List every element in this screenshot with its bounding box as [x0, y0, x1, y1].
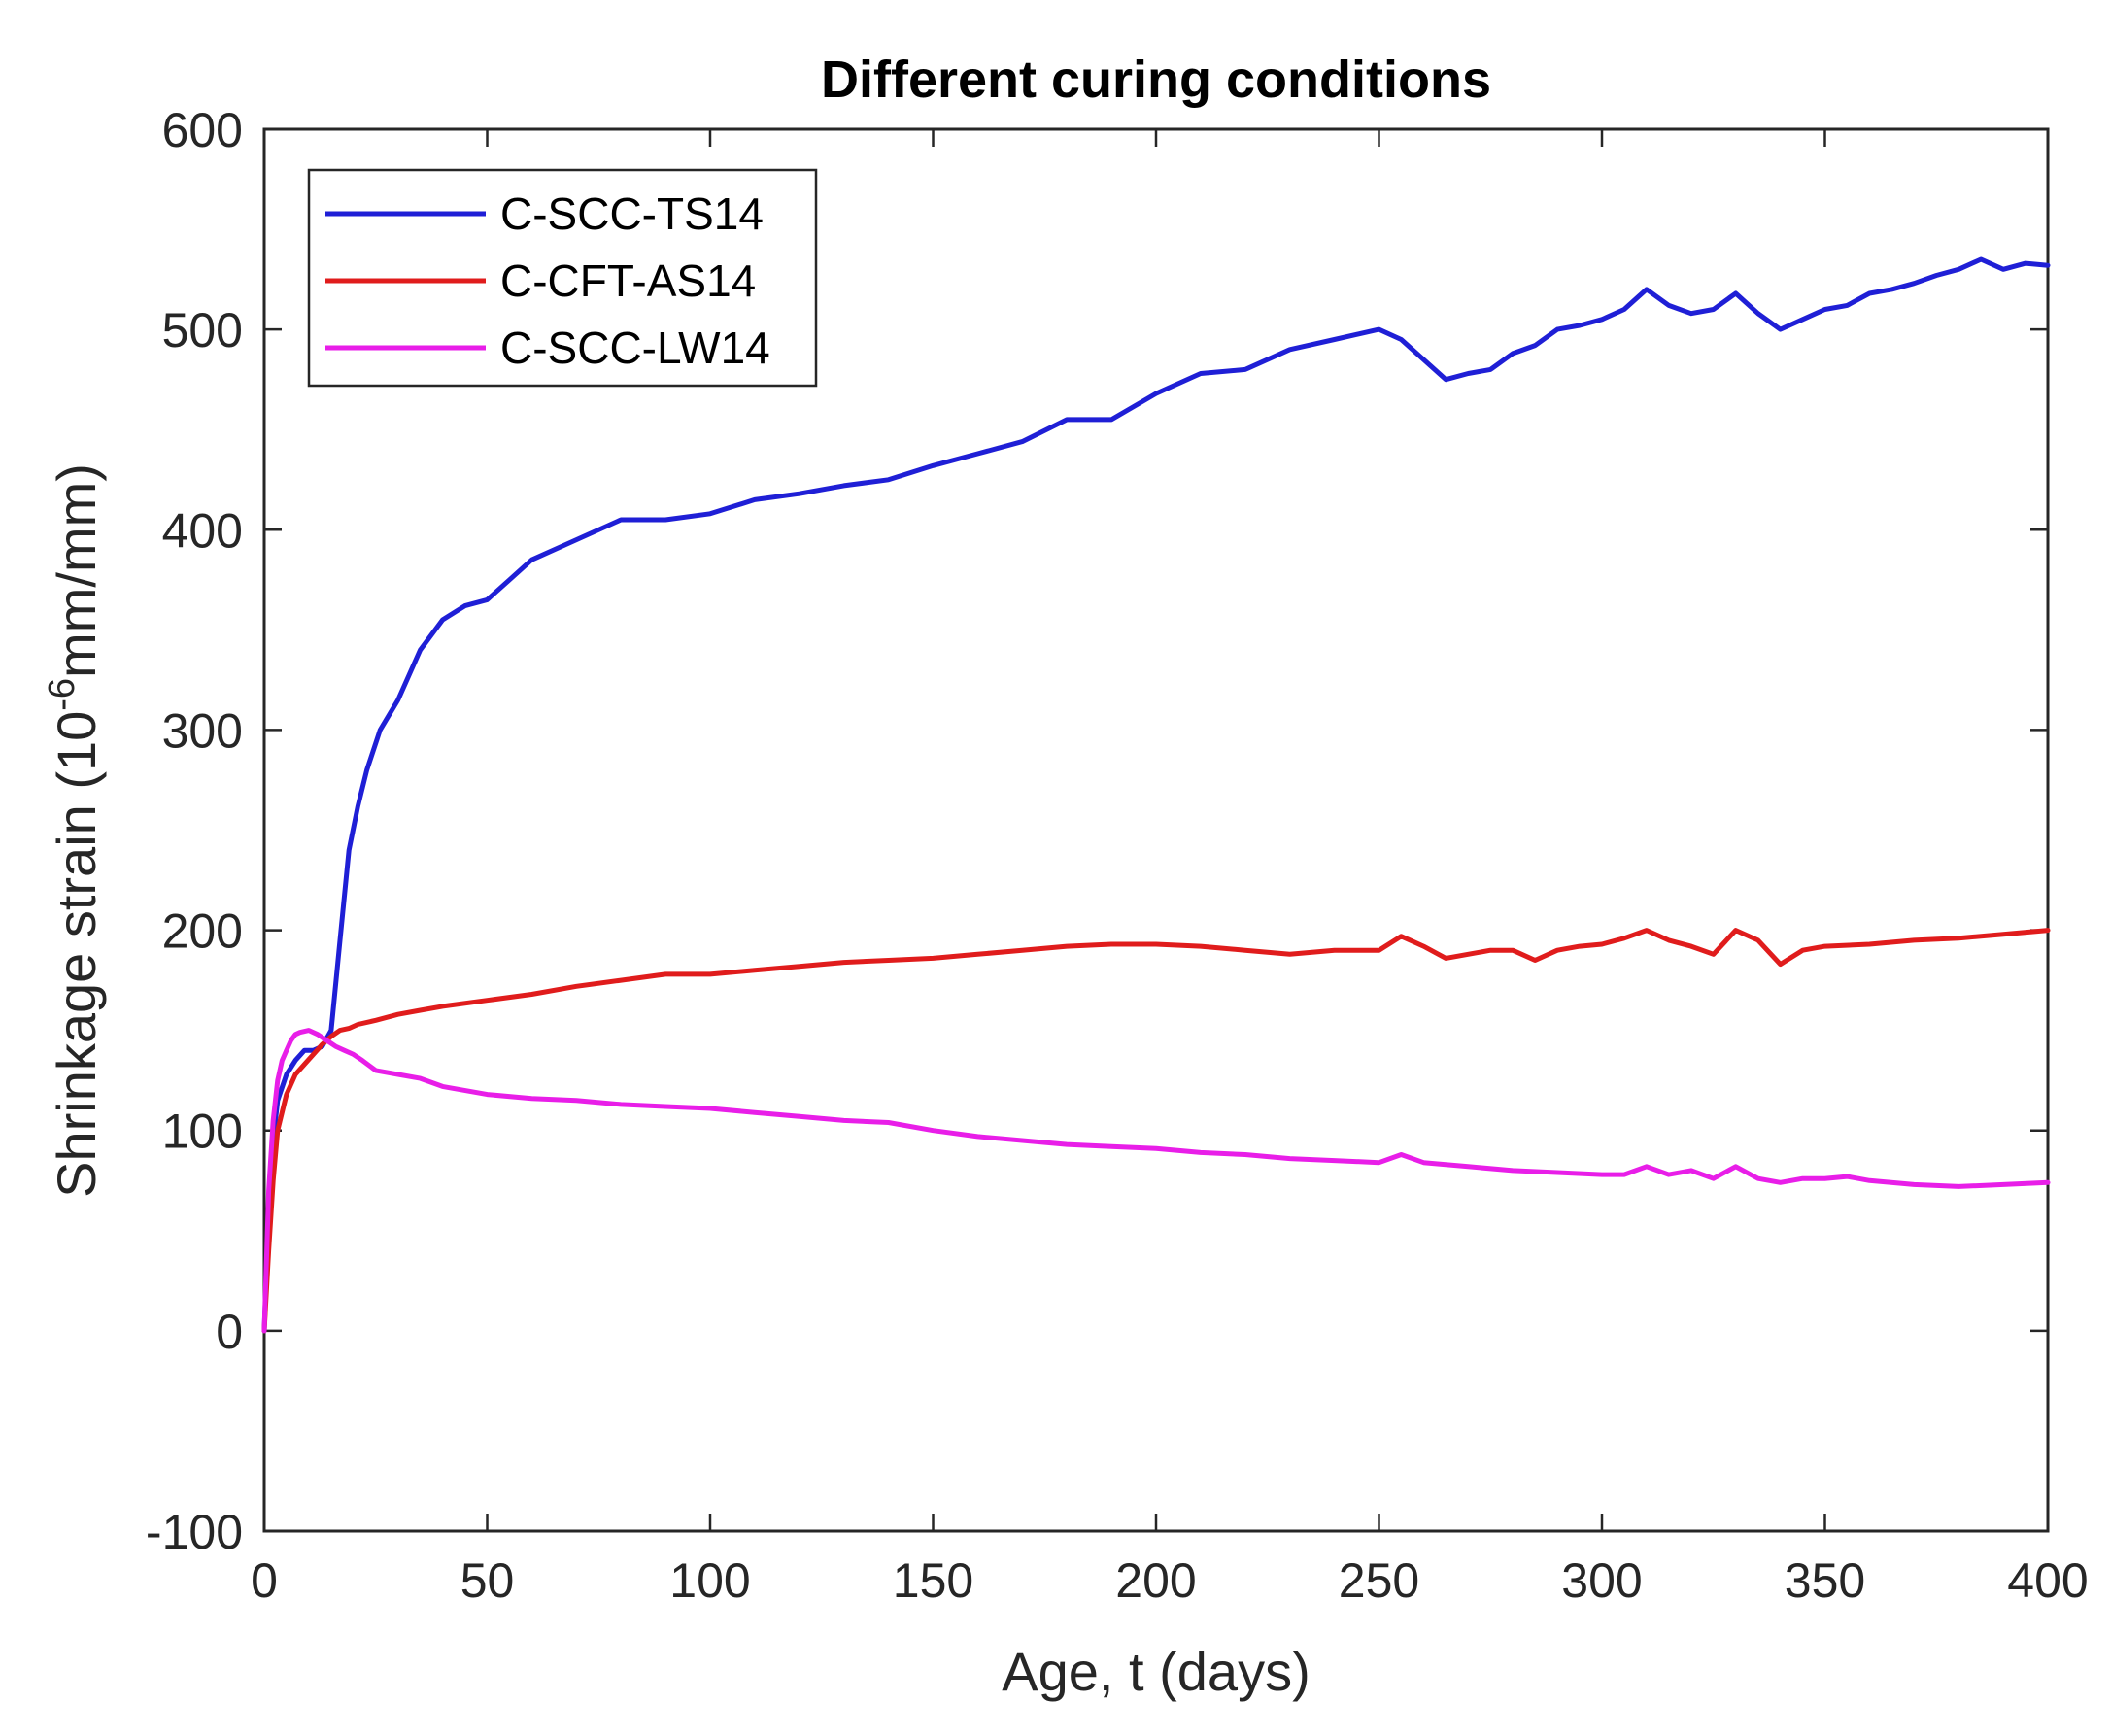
legend-label-c-cft-as14: C-CFT-AS14 [500, 255, 756, 306]
y-tick-label: 200 [162, 904, 243, 959]
y-tick-label: 0 [216, 1305, 243, 1359]
x-tick-label: 400 [2007, 1553, 2088, 1608]
legend-label-c-scc-lw14: C-SCC-LW14 [500, 323, 770, 373]
series-line-c-cft-as14 [261, 928, 2051, 1334]
y-tick-label: 600 [162, 103, 243, 157]
series-line-c-scc-lw14 [261, 1028, 2051, 1334]
chart-title: Different curing conditions [821, 51, 1491, 109]
x-axis-ticks: 0 50 100 150 200 250 300 350 400 [251, 129, 2089, 1608]
y-tick-label: 100 [162, 1105, 243, 1159]
x-axis-label: Age, t (days) [1002, 1641, 1310, 1702]
y-axis-label: Shrinkage strain (10-6mm/mm) [42, 463, 107, 1198]
series-line-c-scc-ts14 [261, 256, 2051, 1334]
legend: C-SCC-TS14 C-CFT-AS14 C-SCC-LW14 [307, 168, 818, 388]
x-tick-label: 150 [893, 1553, 973, 1608]
y-axis-ticks: -100 0 100 200 300 400 500 600 [146, 103, 2048, 1559]
y-tick-label: 300 [162, 703, 243, 758]
x-tick-label: 250 [1339, 1553, 1419, 1608]
legend-label-c-scc-ts14: C-SCC-TS14 [500, 188, 764, 239]
x-tick-label: 50 [460, 1553, 515, 1608]
data-series [261, 256, 2051, 1334]
x-tick-label: 0 [251, 1553, 278, 1608]
y-tick-label: -100 [146, 1505, 243, 1559]
y-axis-label-unit: mm/mm) [46, 463, 107, 678]
y-axis-label-exponent: -6 [42, 678, 83, 711]
y-tick-label: 400 [162, 503, 243, 558]
x-tick-label: 300 [1561, 1553, 1642, 1608]
x-tick-label: 200 [1115, 1553, 1196, 1608]
y-tick-label: 500 [162, 303, 243, 357]
y-axis-label-main: Shrinkage strain (10 [46, 711, 107, 1198]
x-tick-label: 350 [1785, 1553, 1865, 1608]
x-tick-label: 100 [669, 1553, 750, 1608]
